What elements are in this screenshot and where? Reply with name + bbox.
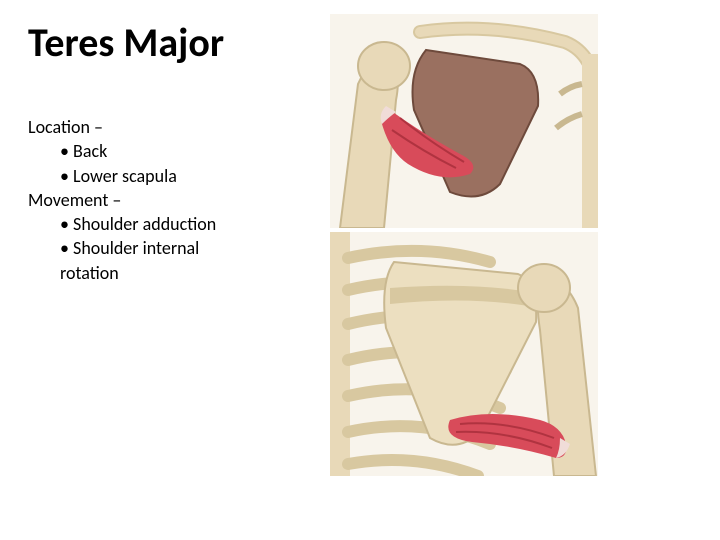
slide-container: Teres Major Location – Back Lower scapul… xyxy=(0,0,720,540)
posterior-anatomy-image xyxy=(330,232,598,476)
image-column xyxy=(330,14,598,476)
posterior-shoulder-svg xyxy=(330,232,598,476)
anterior-shoulder-svg xyxy=(330,14,598,228)
movement-item: • Shoulder internal rotation xyxy=(28,236,238,285)
anterior-anatomy-image xyxy=(330,14,598,228)
movement-item-text: Shoulder internal rotation xyxy=(60,237,199,283)
